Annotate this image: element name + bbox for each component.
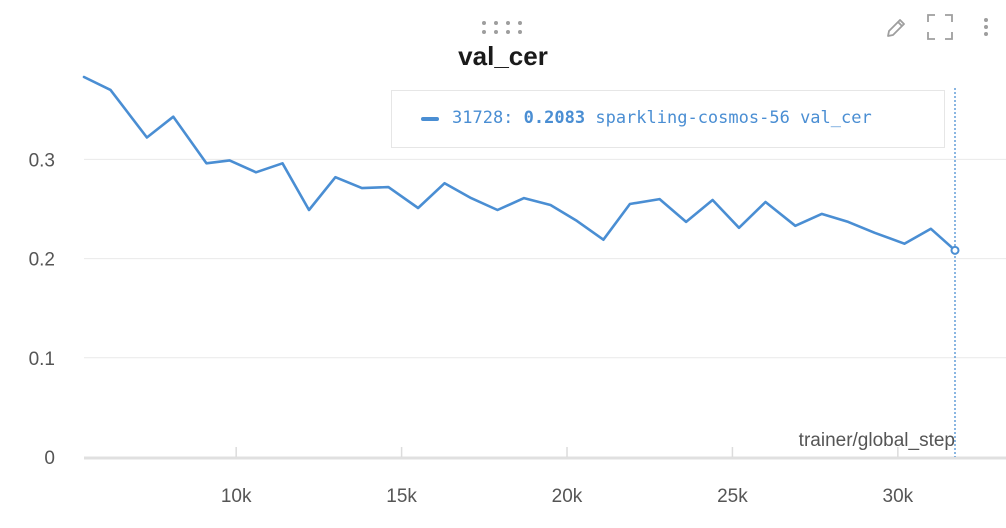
hover-point[interactable] [950, 245, 960, 255]
legend-tooltip: 31728: 0.2083 sparkling-cosmos-56 val_ce… [391, 90, 945, 148]
x-tick-label: 25k [717, 486, 748, 507]
x-tick-label: 30k [883, 486, 914, 507]
drag-handle-icon[interactable] [480, 18, 528, 38]
series-line[interactable] [82, 75, 957, 252]
legend-step: 31728: [452, 108, 514, 128]
fullscreen-icon[interactable] [925, 12, 955, 42]
x-tick-label: 10k [221, 486, 252, 507]
y-tick-label: 0 [44, 448, 55, 469]
x-axis-label: trainer/global_step [799, 430, 955, 451]
pencil-icon[interactable] [880, 12, 910, 42]
x-tick-label: 20k [552, 486, 583, 507]
legend-swatch [421, 117, 439, 121]
x-tick-label: 15k [386, 486, 417, 507]
y-tick-label: 0.3 [29, 150, 55, 171]
chart-title: val_cer [458, 41, 548, 71]
legend-entry: 31728: 0.2083 sparkling-cosmos-56 val_ce… [452, 108, 872, 128]
kebab-menu-icon[interactable] [972, 12, 992, 42]
legend-metric: val_cer [800, 108, 872, 128]
y-tick-label: 0.1 [29, 349, 55, 370]
y-tick-label: 0.2 [29, 250, 55, 271]
legend-run-name: sparkling-cosmos-56 [595, 108, 790, 128]
legend-value: 0.2083 [523, 108, 586, 128]
